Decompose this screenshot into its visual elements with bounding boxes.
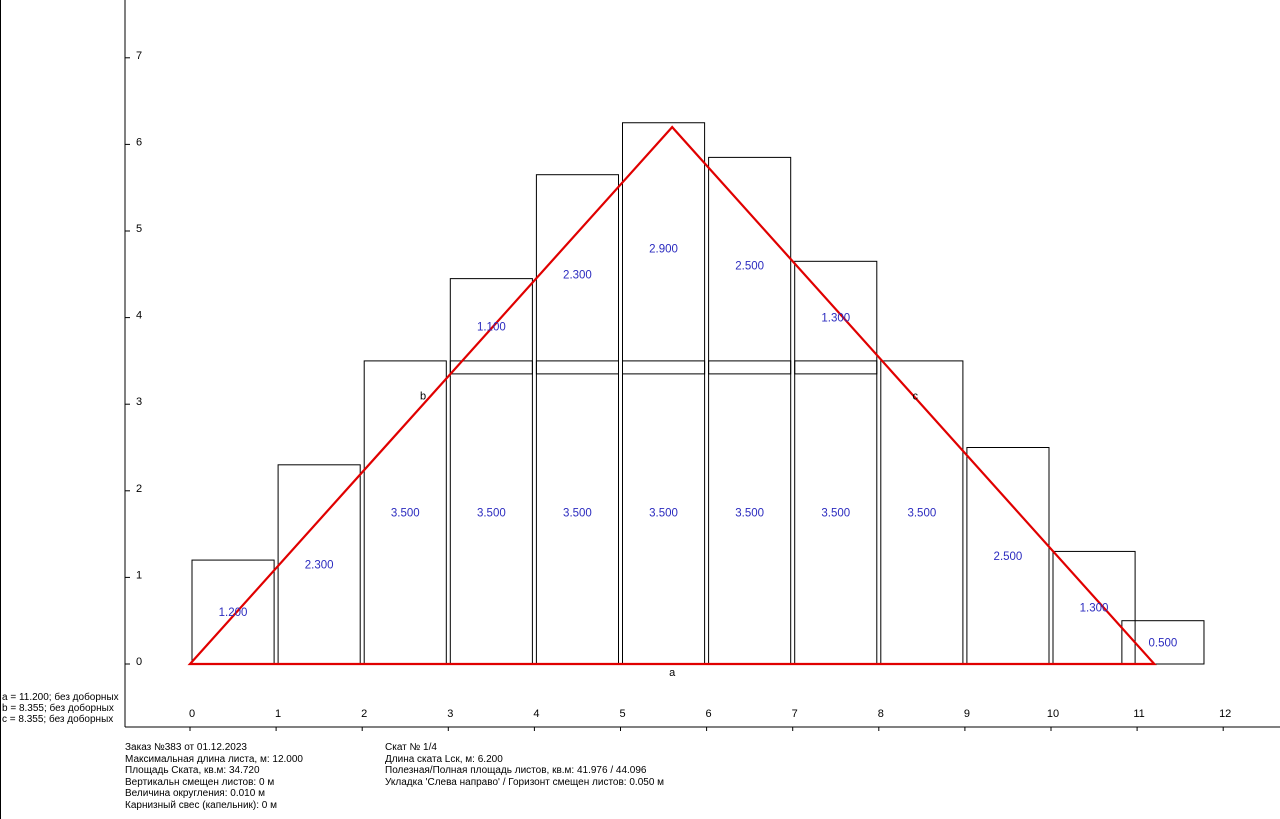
roof-slope-outline: a b c [187,125,1157,679]
legend-side-c: c = 8.355; без доборных [2,714,114,725]
slope-number: Скат № 1/4 [385,742,437,753]
sheet-length-label: 2.300 [305,559,334,571]
sheet-rect [622,122,706,375]
roof-triangle [187,125,1157,666]
sheet-area: Полезная/Полная площадь листов, кв.м: 41… [385,765,647,777]
order-number: Заказ №383 от 01.12.2023 [125,742,247,753]
y-tick-label: 0 [136,656,142,668]
sheet-rect [535,174,620,375]
x-tick-label: 6 [706,708,712,720]
y-tick-label: 5 [136,223,142,235]
y-tick-label: 1 [136,569,142,581]
slope-length: Длина ската Lск, м: 6.200 [385,753,503,765]
sheet-length-label: 2.500 [994,551,1023,563]
sheet-rect [1121,620,1205,665]
sheet-length-label: 3.500 [391,507,420,519]
x-tick-label: 4 [533,708,539,720]
x-tick-label: 9 [964,708,970,720]
sheet-length-label: 0.500 [1149,637,1178,649]
sheet-length-label: 3.500 [649,507,678,519]
slope-area: Площадь Ската, кв.м: 34.720 [125,765,260,777]
sheets-layer [191,122,1205,665]
legend-side-a: a = 11.200; без доборных [2,692,119,703]
eave-overhang: Карнизный свес (капельник): 0 м [125,799,278,811]
roof-layout-diagram: a b c 1.200 2.300 3.500 3.500 3.500 3.500 3.500 3… [124,0,1280,731]
slope-info-right: Скат № 1/4 Длина ската Lск, м: 6.200 Пол… [385,742,664,788]
y-tick-label: 6 [136,136,142,148]
y-tick-label: 4 [136,310,142,322]
y-tick-label: 3 [136,396,142,408]
rounding-value: Величина округления: 0.010 м [125,788,265,800]
side-label-b: b [420,391,426,403]
x-tick-label: 7 [792,708,798,720]
side-length-legend: a = 11.200; без доборных b = 8.355; без … [2,692,119,725]
legend-side-b: b = 8.355; без доборных [2,703,114,714]
x-tick-label: 0 [189,708,195,720]
x-tick-label: 2 [361,708,367,720]
x-tick-label: 11 [1133,708,1144,720]
sheet-length-label: 2.300 [563,269,592,281]
max-sheet-length: Максимальная длина листа, м: 12.000 [125,753,303,765]
side-label-c: c [912,391,918,403]
sheet-length-label: 1.200 [219,607,248,619]
sheet-length-label: 1.300 [821,313,850,325]
vertical-offset: Вертикальн смещен листов: 0 м [125,776,275,788]
sheet-length-label: 3.500 [563,507,592,519]
order-info-left: Заказ №383 от 01.12.2023 Максимальная дл… [125,742,303,812]
x-tick-label: 5 [619,708,625,720]
side-label-a: a [669,667,676,679]
x-tick-label: 12 [1219,708,1231,720]
sheet-length-label: 2.900 [649,243,678,255]
y-tick-label: 2 [136,483,142,495]
left-border-line [0,0,1,819]
x-tick-label: 10 [1047,708,1059,720]
sheet-length-label: 3.500 [821,507,850,519]
sheet-labels-layer: 1.200 2.300 3.500 3.500 3.500 3.500 3.500 3.500… [219,243,1178,649]
x-tick-label: 3 [447,708,453,720]
sheet-length-label: 2.500 [735,261,764,273]
sheet-length-label: 3.500 [735,507,764,519]
sheet-length-label: 3.500 [907,507,936,519]
laying-direction: Укладка 'Слева направо' / Горизонт смеще… [385,776,665,788]
sheet-rect [449,278,533,375]
x-tick-label: 8 [878,708,884,720]
sheet-rect [708,156,792,375]
y-tick-label: 7 [136,50,142,62]
sheet-length-label: 1.100 [477,321,506,333]
x-tick-label: 1 [275,708,281,720]
sheet-rect [794,260,878,375]
sheet-length-label: 1.300 [1080,603,1109,615]
sheet-length-label: 3.500 [477,507,506,519]
